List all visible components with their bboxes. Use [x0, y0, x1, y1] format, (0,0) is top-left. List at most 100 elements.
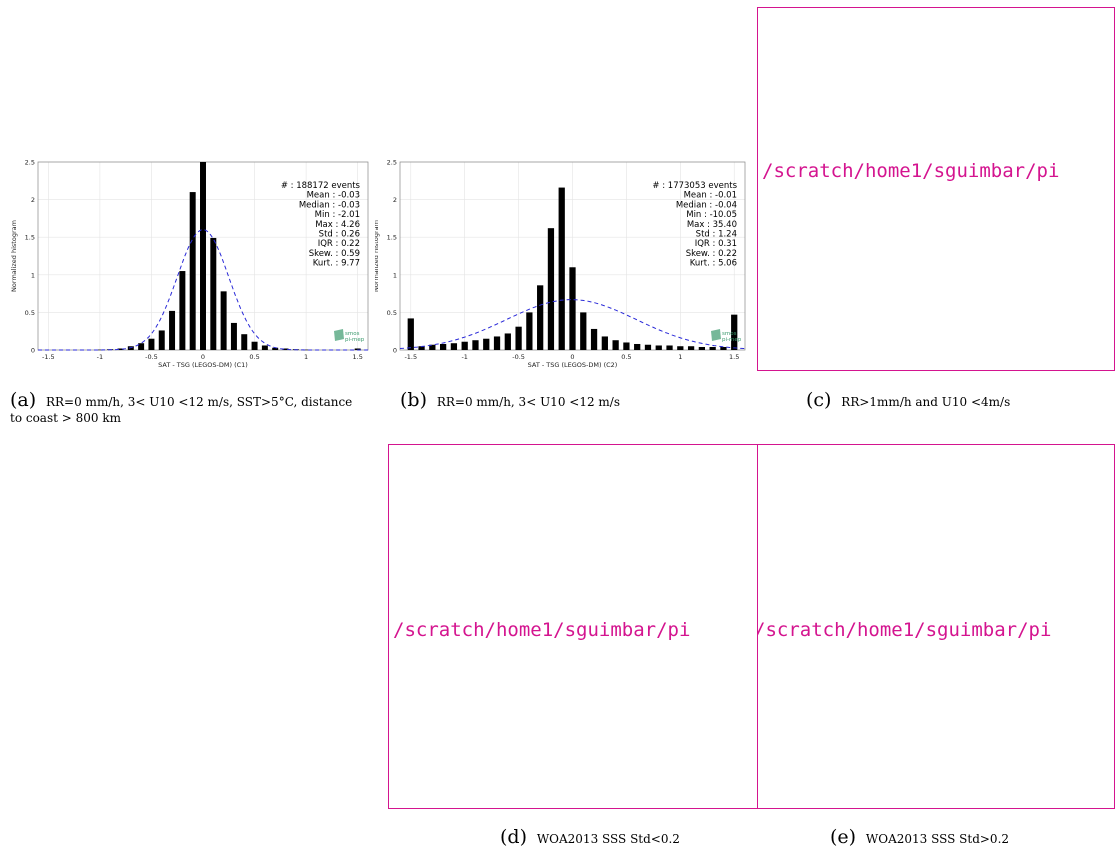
- histogram-bar: [666, 345, 673, 350]
- histogram-bar: [644, 344, 652, 350]
- y-tick-label: 0: [393, 347, 397, 355]
- caption-a-text: RR=0 mm/h, 3< U10 <12 m/s, SST>5°C, dist…: [10, 395, 353, 425]
- histogram-bar: [547, 228, 555, 350]
- y-tick-label: 2: [393, 196, 397, 204]
- histogram-bar: [601, 336, 608, 350]
- stats-line: # : 1773053 events: [652, 181, 737, 191]
- histogram-bar: [450, 343, 458, 350]
- stats-line: Median : -0.04: [676, 200, 737, 210]
- stats-line: Mean : -0.03: [307, 191, 360, 201]
- histogram-bar: [515, 326, 522, 350]
- histogram-bar: [590, 328, 598, 350]
- missing-image-path-d: /scratch/home1/sguimbar/pi: [393, 619, 691, 641]
- histogram-bar: [623, 342, 630, 350]
- histogram-bar: [138, 343, 145, 350]
- x-tick-label: 0.5: [249, 353, 259, 361]
- histogram-bar: [230, 322, 237, 350]
- histogram-bar: [634, 343, 641, 350]
- caption-d-text: WOA2013 SSS Std<0.2: [536, 832, 680, 846]
- histogram-bar: [189, 192, 196, 350]
- histogram-bar: [569, 267, 576, 350]
- y-tick-label: 2.5: [25, 159, 35, 167]
- histogram-bar: [407, 318, 414, 350]
- x-tick-label: -1: [97, 353, 103, 361]
- caption-e-tag: (e): [830, 826, 857, 848]
- y-tick-label: 0: [31, 347, 35, 355]
- histogram-chart-b: -1.5 -1 -0.5 0 0.5 1 1.5 0 0.5 1 1.5 2 2.5 SAT - TSG …: [375, 159, 746, 369]
- histogram-bar: [158, 330, 165, 350]
- y-tick-label: 1.5: [387, 234, 397, 242]
- missing-image-e: /scratch/home1/sguimbar/pi: [757, 444, 1115, 809]
- histogram-bar: [483, 338, 490, 350]
- x-tick-label: -1: [461, 353, 467, 361]
- histogram-bar: [179, 271, 186, 350]
- histogram-bar: [354, 348, 361, 350]
- histogram-bar: [220, 291, 227, 350]
- stats-line: IQR : 0.22: [318, 239, 360, 249]
- logo-text-pimep: pi-mep: [722, 337, 742, 343]
- histogram-bar: [504, 333, 511, 350]
- stats-line: IQR : 0.31: [695, 239, 737, 249]
- missing-image-path-c: /scratch/home1/sguimbar/pi: [762, 160, 1060, 182]
- caption-b-text: RR=0 mm/h, 3< U10 <12 m/s: [436, 395, 620, 409]
- histogram-bar: [720, 346, 727, 350]
- histogram-bar: [558, 187, 565, 350]
- histogram-bar: [169, 310, 176, 350]
- x-axis-label: SAT - TSG (LEGOS-DM) (C1): [158, 361, 248, 369]
- x-tick-label: -0.5: [512, 353, 525, 361]
- histogram-chart-a: -1.5 -1 -0.5 0 0.5 1 1.5 0 0.5 1 1.5 2 2.5 SAT - TSG …: [10, 159, 369, 369]
- stats-line: Max : 4.26: [315, 220, 360, 230]
- histogram-bar: [612, 340, 619, 350]
- x-axis-label: SAT - TSG (LEGOS-DM) (C2): [528, 361, 618, 369]
- x-tick-label: 1: [304, 353, 308, 361]
- y-axis-label: Normalized histogram: [10, 220, 18, 292]
- histogram-bar: [241, 334, 248, 350]
- histogram-bar: [731, 314, 738, 350]
- histogram-bar: [261, 345, 268, 350]
- histogram-bar: [493, 336, 501, 350]
- x-tick-label: 1.5: [729, 353, 739, 361]
- stats-line: Min : -10.05: [686, 210, 737, 220]
- caption-d-tag: (d): [500, 826, 527, 848]
- stats-line: Skew. : 0.22: [686, 249, 737, 259]
- histogram-bar: [537, 285, 544, 350]
- histogram-bar: [687, 346, 695, 350]
- x-tick-label: 0.5: [621, 353, 631, 361]
- stats-line: Max : 35.40: [687, 220, 737, 230]
- caption-c: (c) RR>1mm/h and U10 <4m/s: [806, 389, 1106, 411]
- x-tick-label: 0: [201, 353, 205, 361]
- caption-b-tag: (b): [400, 389, 427, 411]
- caption-b: (b) RR=0 mm/h, 3< U10 <12 m/s: [400, 389, 740, 411]
- stats-line: Min : -2.01: [315, 210, 360, 220]
- histogram-bar: [439, 343, 447, 350]
- caption-c-tag: (c): [806, 389, 832, 411]
- x-tick-label: -0.5: [145, 353, 158, 361]
- histogram-bar: [200, 162, 206, 350]
- x-tick-label: 0: [570, 353, 574, 361]
- y-tick-label: 2: [31, 196, 35, 204]
- logo-text-smos: smos: [722, 331, 737, 337]
- histogram-bar: [526, 312, 533, 350]
- caption-d: (d) WOA2013 SSS Std<0.2: [500, 826, 750, 848]
- x-tick-label: 1.5: [353, 353, 363, 361]
- stats-line: Std : 1.24: [696, 230, 737, 240]
- caption-e: (e) WOA2013 SSS Std>0.2: [830, 826, 1080, 848]
- y-tick-label: 0.5: [387, 309, 397, 317]
- histogram-bar: [461, 341, 468, 350]
- logo-text-smos: smos: [345, 331, 360, 337]
- stats-line: Kurt. : 5.06: [690, 259, 737, 269]
- gaussian-fit-line: [399, 299, 746, 350]
- caption-a: (a) RR=0 mm/h, 3< U10 <12 m/s, SST>5°C, …: [10, 391, 362, 426]
- stats-line: Std : 0.26: [319, 230, 360, 240]
- missing-image-path-e: /scratch/home1/sguimbar/pi: [757, 619, 1052, 641]
- histogram-bar: [418, 346, 425, 350]
- y-tick-label: 0.5: [25, 309, 35, 317]
- y-tick-label: 1: [31, 271, 35, 279]
- smos-logo-icon: [334, 329, 344, 341]
- histogram-bar: [698, 346, 706, 350]
- histogram-bar: [709, 346, 716, 350]
- stats-line: Skew. : 0.59: [309, 249, 360, 259]
- x-tick-label: -1.5: [42, 353, 55, 361]
- histogram-bar: [96, 349, 103, 351]
- y-tick-label: 2.5: [387, 159, 397, 167]
